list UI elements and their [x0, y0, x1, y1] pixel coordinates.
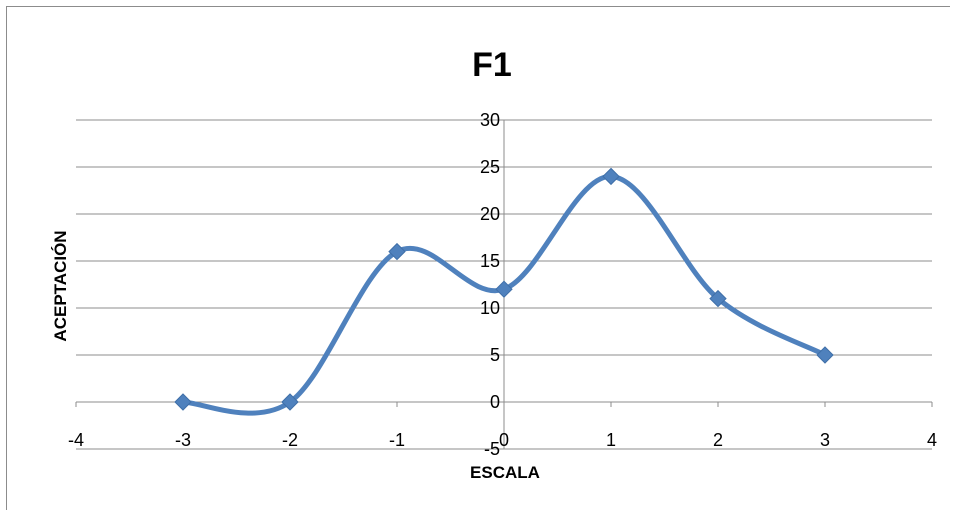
y-axis-title: ACEPTACIÓN — [51, 230, 70, 341]
x-axis-title: ESCALA — [470, 463, 540, 482]
y-tick-label: 30 — [480, 110, 500, 130]
x-tick-label: 2 — [713, 430, 723, 450]
x-tick-label: 3 — [820, 430, 830, 450]
data-point-marker — [816, 346, 834, 364]
x-tick-label: -3 — [175, 430, 191, 450]
y-tick-label: 0 — [490, 392, 500, 412]
y-tick-label: 25 — [480, 157, 500, 177]
chart-frame — [6, 6, 950, 510]
data-point-marker — [281, 393, 299, 411]
data-point-marker — [709, 289, 727, 308]
data-point-marker — [602, 167, 620, 186]
x-tick-label: 0 — [499, 430, 509, 450]
y-tick-label: 20 — [480, 204, 500, 224]
y-tick-labels: -5 0 5 10 15 20 25 30 — [480, 110, 500, 459]
data-point-marker — [495, 280, 513, 298]
x-tick-label: -4 — [68, 430, 84, 450]
x-tick-label: -2 — [282, 430, 298, 450]
y-tick-label: 5 — [490, 345, 500, 365]
y-tick-label: -5 — [484, 439, 500, 459]
x-tick-labels: -4 -3 -2 -1 0 1 2 3 4 — [68, 430, 937, 450]
y-tick-label: 15 — [480, 251, 500, 271]
y-tick-label: 10 — [480, 298, 500, 318]
data-point-marker — [388, 242, 406, 261]
x-tick-label: 1 — [606, 430, 616, 450]
x-tick-label: 4 — [927, 430, 937, 450]
chart-title: F1 — [472, 46, 512, 84]
data-point-marker — [174, 393, 192, 411]
series-group — [174, 167, 834, 416]
x-tick-label: -1 — [389, 430, 405, 450]
